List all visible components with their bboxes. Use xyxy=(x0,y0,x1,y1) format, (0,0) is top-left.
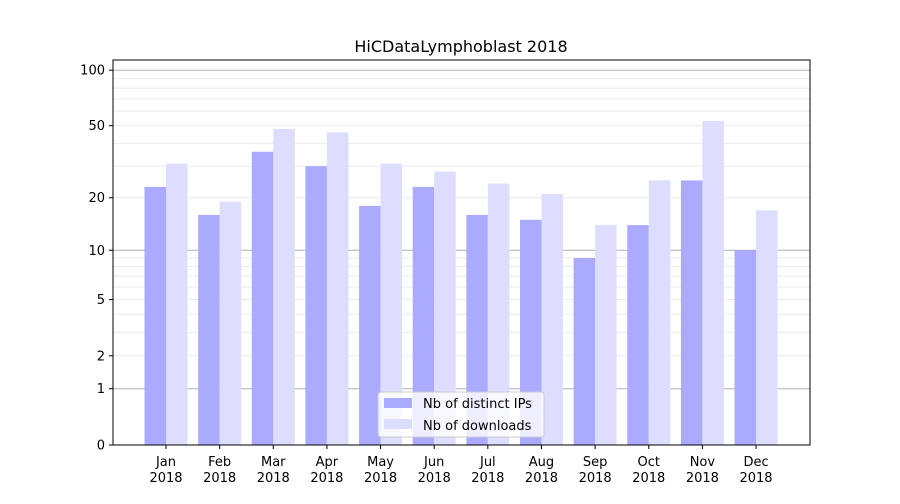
bar-distinct-ips xyxy=(359,205,381,445)
legend-swatch-ips xyxy=(384,398,412,408)
bar-downloads xyxy=(326,132,349,446)
bar-distinct-ips xyxy=(198,214,220,445)
legend-label-downloads: Nb of downloads xyxy=(423,419,532,434)
bar-distinct-ips xyxy=(680,180,703,446)
x-tick-label: Feb 2018 xyxy=(203,455,236,486)
bar-downloads xyxy=(487,183,510,446)
y-tick-label: 10 xyxy=(88,244,105,259)
legend: Nb of distinct IPs Nb of downloads xyxy=(377,391,545,438)
bar-distinct-ips xyxy=(144,186,166,445)
bar-distinct-ips xyxy=(412,186,435,445)
bar-distinct-ips xyxy=(251,151,274,445)
bar-downloads xyxy=(648,180,671,446)
bar-downloads xyxy=(380,163,403,445)
y-tick-label: 100 xyxy=(80,64,105,79)
bar-downloads xyxy=(273,128,295,445)
x-tick-label: Aug 2018 xyxy=(525,455,558,486)
x-axis: Jan 2018 Feb 2018 Mar 2018 Apr 2018 May 2018 Jun 20… xyxy=(149,445,773,486)
chart-title: HiCDataLymphoblast 2018 xyxy=(354,37,567,56)
bar-downloads xyxy=(166,163,188,445)
bar-distinct-ips xyxy=(466,214,488,445)
bar-downloads xyxy=(434,171,456,446)
legend-swatch-downloads xyxy=(384,419,412,429)
bar-downloads xyxy=(595,225,617,445)
y-axis: 0 1 2 5 10 20 50 100 xyxy=(80,64,113,454)
x-tick-label: Oct 2018 xyxy=(632,455,665,486)
y-tick-label: 1 xyxy=(97,382,105,397)
x-tick-label: Nov 2018 xyxy=(686,455,719,486)
bar-distinct-ips xyxy=(734,250,757,445)
bar-downloads xyxy=(219,201,242,445)
y-tick-label: 50 xyxy=(88,119,105,134)
x-tick-label: Mar 2018 xyxy=(257,455,290,486)
bar-downloads xyxy=(541,193,563,445)
bar-distinct-ips xyxy=(305,166,327,445)
x-tick-label: Jul 2018 xyxy=(471,455,504,486)
x-tick-label: Jun 2018 xyxy=(418,455,451,486)
y-tick-label: 2 xyxy=(97,349,105,364)
bar-distinct-ips xyxy=(519,219,542,445)
bar-distinct-ips xyxy=(627,225,649,445)
x-tick-label: Apr 2018 xyxy=(310,455,343,486)
y-tick-label: 5 xyxy=(97,293,105,308)
y-tick-label: 0 xyxy=(97,439,105,454)
x-tick-label: Sep 2018 xyxy=(579,455,612,486)
y-tick-label: 20 xyxy=(88,191,105,206)
bar-downloads xyxy=(756,210,778,445)
axes-frame xyxy=(112,59,811,446)
x-tick-label: Jan 2018 xyxy=(149,455,182,486)
x-tick-label: Dec 2018 xyxy=(739,455,772,486)
bar-distinct-ips xyxy=(573,258,596,445)
legend-label-ips: Nb of distinct IPs xyxy=(423,397,532,412)
bar-downloads xyxy=(702,121,724,446)
bars xyxy=(144,121,778,446)
x-tick-label: May 2018 xyxy=(364,455,397,486)
